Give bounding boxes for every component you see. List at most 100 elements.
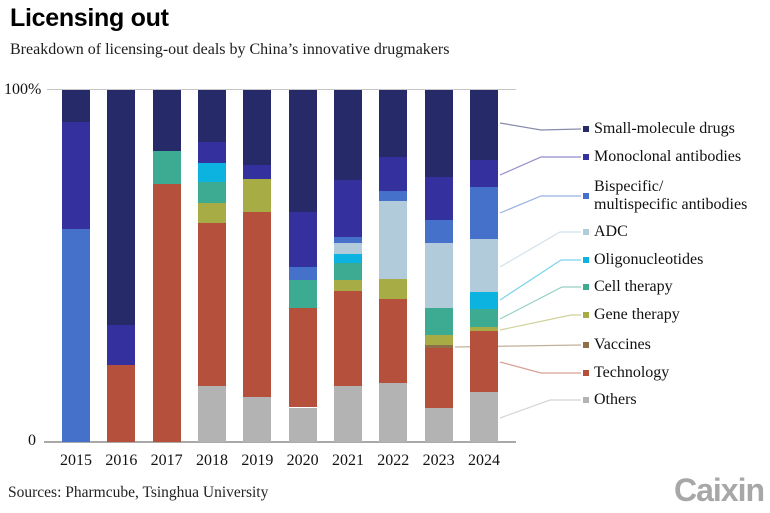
bar-segment-cell-therapy-2020 (288, 279, 317, 308)
legend-label-others: Others (594, 391, 637, 410)
bar-segment-technology-2017 (152, 183, 181, 442)
legend-label-line: Bispecific/ (594, 177, 664, 195)
connector-adc (499, 231, 581, 268)
y-axis-label-0: 0 (28, 432, 36, 449)
legend-label-small-molecule-drugs: Small-molecule drugs (594, 120, 735, 139)
bar-segment-technology-2020 (288, 307, 317, 408)
bar-segment-small-molecule-drugs-2023 (424, 90, 453, 177)
connector-small-molecule-drugs (499, 122, 582, 131)
bar-segment-monoclonal-antibodies-2024 (469, 159, 498, 188)
x-axis-label-2016: 2016 (105, 452, 138, 469)
bar-segment-bispecific-multispecific-antibodies-2022 (379, 191, 408, 202)
bar-segment-technology-2021 (333, 290, 362, 386)
bar-segment-others-2018 (197, 386, 226, 442)
bar-segment-bispecific-multispecific-antibodies-2021 (333, 236, 362, 244)
bar-segment-monoclonal-antibodies-2023 (424, 176, 453, 220)
page-title: Licensing out (10, 4, 169, 32)
legend-label-line: Small-molecule drugs (594, 119, 735, 137)
legend-label-vaccines: Vaccines (594, 336, 651, 355)
bar-segment-technology-2018 (197, 223, 226, 387)
bar-segment-others-2023 (424, 407, 453, 442)
bar-segment-others-2024 (469, 392, 498, 442)
legend-label-line: Monoclonal antibodies (594, 147, 742, 165)
legend-label-line: Technology (594, 363, 670, 381)
bar-segment-others-2021 (333, 385, 362, 443)
legend-label-line: Others (594, 390, 637, 408)
x-axis-label-2017: 2017 (150, 452, 183, 469)
legend-label-monoclonal-antibodies: Monoclonal antibodies (594, 148, 741, 167)
bar-segment-gene-therapy-2018 (197, 203, 226, 224)
x-axis-label-2022: 2022 (377, 452, 410, 469)
bar-segment-monoclonal-antibodies-2022 (379, 156, 408, 192)
bar-segment-adc-2023 (424, 243, 453, 308)
legend-swatch-oligonucleotides (583, 257, 589, 263)
legend-label-line: ADC (594, 222, 628, 240)
bar-segment-others-2022 (379, 383, 408, 442)
bar-segment-cell-therapy-2023 (424, 307, 453, 336)
bar-segment-monoclonal-antibodies-2021 (333, 179, 362, 237)
bar-segment-cell-therapy-2017 (152, 151, 181, 184)
bar-segment-small-molecule-drugs-2017 (152, 90, 181, 152)
bar-segment-gene-therapy-2024 (469, 327, 498, 332)
bar-segment-monoclonal-antibodies-2018 (197, 141, 226, 163)
page-subtitle: Breakdown of licensing-out deals by Chin… (10, 41, 450, 58)
legend-swatch-technology (583, 370, 589, 376)
bar-segment-cell-therapy-2021 (333, 262, 362, 281)
bar-segment-monoclonal-antibodies-2016 (107, 325, 136, 365)
bar-segment-small-molecule-drugs-2020 (288, 90, 317, 213)
legend-label-cell-therapy: Cell therapy (594, 278, 673, 297)
legend-label-bispecific-multispecific-antibodies: Bispecific/multispecific antibodies (594, 178, 747, 215)
bar-segment-monoclonal-antibodies-2020 (288, 212, 317, 268)
legend-label-line: Oligonucleotides (594, 250, 704, 268)
legend-swatch-adc (583, 229, 589, 235)
legend-label-line: Vaccines (594, 335, 651, 353)
bar-segment-cell-therapy-2018 (197, 181, 226, 204)
bar-segment-gene-therapy-2023 (424, 335, 453, 346)
connector-others (499, 399, 581, 419)
bar-segment-vaccines-2023 (424, 345, 453, 348)
bar-segment-oligonucleotides-2021 (333, 254, 362, 263)
x-axis-label-2020: 2020 (286, 452, 319, 469)
legend-label-technology: Technology (594, 364, 669, 383)
legend-label-adc: ADC (594, 223, 628, 242)
bar-segment-others-2019 (243, 397, 272, 442)
bar-segment-small-molecule-drugs-2019 (243, 90, 272, 166)
bar-segment-small-molecule-drugs-2024 (469, 90, 498, 160)
bar-segment-small-molecule-drugs-2015 (62, 90, 90, 123)
bar-segment-bispecific-multispecific-antibodies-2020 (288, 267, 317, 280)
legend-label-line: Cell therapy (594, 277, 673, 295)
bar-segment-small-molecule-drugs-2021 (333, 90, 362, 180)
legend-swatch-monoclonal-antibodies (583, 154, 589, 160)
legend-swatch-vaccines (583, 342, 589, 348)
bar-segment-gene-therapy-2019 (243, 179, 272, 213)
bar-segment-small-molecule-drugs-2022 (379, 90, 408, 157)
bar-segment-gene-therapy-2022 (379, 278, 408, 299)
connector-monoclonal-antibodies (499, 156, 581, 176)
gridline-100-percent (47, 89, 516, 90)
bar-segment-small-molecule-drugs-2016 (107, 90, 136, 326)
bar-segment-bispecific-multispecific-antibodies-2015 (62, 229, 90, 442)
legend-label-line: multispecific antibodies (594, 196, 748, 213)
bar-segment-technology-2023 (424, 348, 453, 408)
bar-segment-cell-therapy-2024 (469, 308, 498, 328)
bar-segment-small-molecule-drugs-2018 (197, 90, 226, 142)
legend-swatch-bispecific-multispecific-antibodies (583, 193, 589, 199)
x-axis-label-2019: 2019 (241, 452, 274, 469)
bar-segment-technology-2022 (379, 298, 408, 384)
bar-segment-bispecific-multispecific-antibodies-2024 (469, 187, 498, 239)
bar-segment-bispecific-multispecific-antibodies-2023 (424, 219, 453, 244)
caixin-logo: Caixin (673, 472, 765, 508)
legend-label-oligonucleotides: Oligonucleotides (594, 251, 703, 270)
legend-label-gene-therapy: Gene therapy (594, 306, 680, 325)
bar-segment-technology-2024 (469, 331, 498, 393)
x-axis-label-2024: 2024 (467, 452, 500, 469)
connector-technology (499, 361, 581, 374)
x-axis-label-2021: 2021 (331, 452, 364, 469)
bar-segment-technology-2016 (107, 364, 136, 442)
x-axis-label-2018: 2018 (195, 452, 228, 469)
legend-swatch-small-molecule-drugs (583, 126, 589, 132)
bar-segment-monoclonal-antibodies-2015 (62, 122, 90, 230)
bar-segment-technology-2019 (243, 212, 272, 398)
